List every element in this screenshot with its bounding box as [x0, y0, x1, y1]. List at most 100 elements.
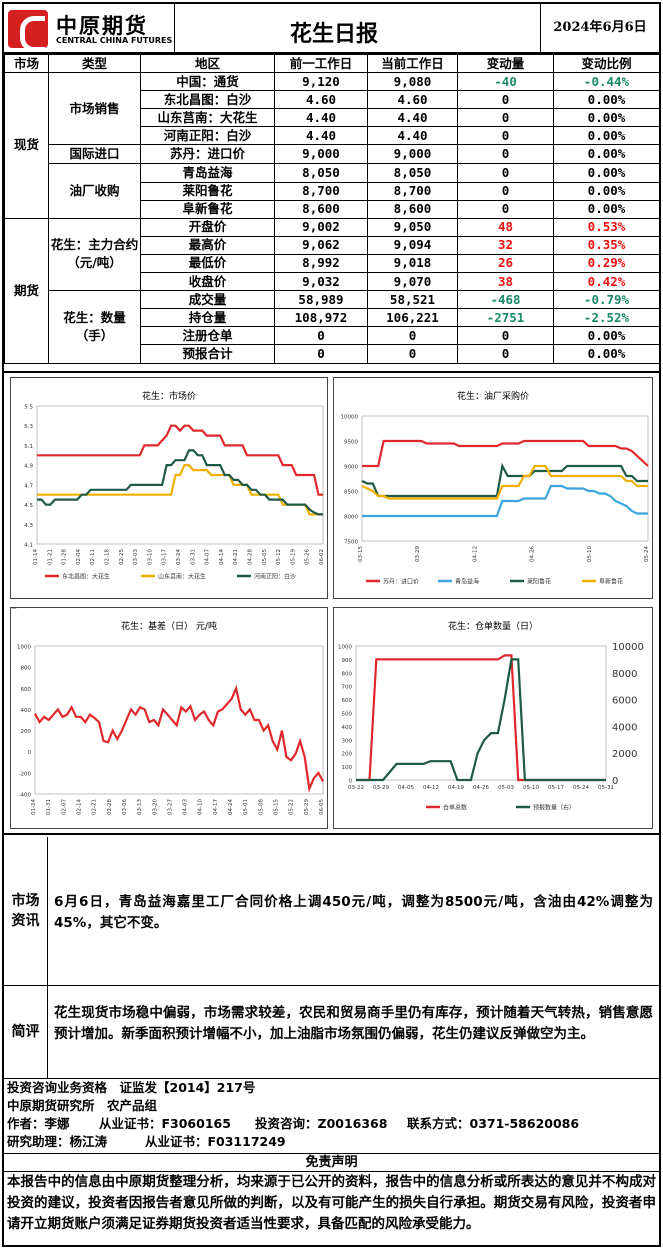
x-tick-label: 02-11	[90, 549, 96, 565]
x-tick-label: 04-14	[219, 549, 225, 565]
chart-title: 花生：油厂采购价	[456, 392, 529, 402]
y-tick-label: 5.3	[24, 424, 33, 430]
x-tick-label: 02-14	[76, 799, 82, 815]
x-tick-label: 04-12	[423, 785, 439, 791]
x-tick-label: 05-01	[243, 799, 249, 815]
y-tick-label: 7500	[344, 540, 358, 546]
cell-pct: 0.00%	[553, 144, 660, 165]
x-tick-label: 06-05	[319, 799, 325, 815]
y2-tick-label: 8000	[612, 669, 637, 680]
cell-prev: 58,989	[274, 290, 368, 310]
y-tick-label: 4.7	[24, 483, 33, 489]
x-tick-label: 05-24	[573, 785, 589, 791]
market-info-label: 市场资讯	[4, 837, 48, 985]
report-title: 花生日报	[289, 22, 378, 47]
company-logo: 中原期货 CENTRAL CHINA FUTURES	[8, 8, 178, 52]
cell-curr: 0	[367, 326, 458, 346]
cell-pct: 0.42%	[553, 272, 660, 292]
cell-pct: -2.52%	[553, 308, 660, 328]
legend-label: 莱阳鲁花	[527, 578, 551, 586]
cell-curr: 8,600	[367, 199, 458, 219]
x-tick-label: 04-10	[198, 799, 204, 815]
cell-chg: 0	[457, 344, 554, 364]
y-tick-label: 4.1	[24, 543, 33, 549]
x-tick-label: 04-24	[228, 799, 234, 815]
plot-area	[361, 415, 649, 542]
x-tick-label: 03-03	[133, 549, 139, 565]
x-tick-label: 05-17	[548, 785, 564, 791]
y-tick-label: 4.5	[24, 503, 33, 509]
cell-prev: 9,062	[274, 235, 368, 255]
cell-region: 最高价	[140, 235, 275, 255]
qualification: 投资咨询业务资格 证监发【2014】217号	[7, 1080, 256, 1095]
x-tick-label: 04-07	[205, 549, 211, 565]
x-tick-label: 01-28	[62, 549, 68, 565]
plot-area	[34, 645, 324, 795]
disclaimer-text: 本报告中的信息由中原期货整理分析，均来源于已公开的资料，报告中的信息分析或所表达…	[7, 1174, 656, 1232]
cell-prev: 9,032	[274, 272, 368, 292]
cell-chg: -468	[457, 290, 554, 310]
chart-warehouse: 花生：仓单数量（日） 1000 900 800 700 600 500 400 300 200 1…	[333, 607, 653, 829]
legend-label: 基差	[11, 608, 23, 610]
table-row: 最低价 8,992 9,018 26 0.29%	[5, 253, 660, 274]
cell-curr: 8,700	[367, 181, 458, 201]
cell-pct: 0.00%	[553, 199, 660, 219]
cell-chg: 0	[457, 90, 554, 110]
y-tick-label: 9500	[344, 440, 358, 446]
y-tick-label: 200	[342, 752, 353, 758]
cell-chg: 0	[457, 199, 554, 219]
x-tick-label: 05-10	[587, 546, 593, 562]
x-tick-label: 02-28	[107, 799, 113, 815]
x-tick-label: 06-02	[319, 549, 325, 565]
y2-tick-label: 6000	[612, 696, 637, 707]
table-row: 预报合计 0 0 0 0.00%	[5, 344, 660, 364]
assistant: 研究助理：杨江涛	[7, 1134, 108, 1149]
type-cell: 国际进口	[48, 144, 141, 165]
institute: 中原期货研究所 农产品组	[7, 1098, 158, 1113]
x-tick-label: 04-12	[472, 546, 478, 562]
y-tick-label: -200	[19, 771, 32, 777]
x-tick-label: 03-17	[162, 549, 168, 565]
legend-label: 苏丹：进口价	[383, 578, 419, 586]
series-line	[37, 463, 323, 516]
plot-area	[355, 645, 607, 781]
x-tick-label: 02-18	[105, 549, 111, 565]
cell-prev: 0	[274, 344, 368, 364]
cell-curr: 58,521	[367, 290, 458, 310]
report-header: 中原期货 CENTRAL CHINA FUTURES 花生日报 2024年6月6…	[4, 4, 659, 54]
cell-pct: -0.79%	[553, 290, 660, 310]
x-tick-label: 03-06	[122, 799, 128, 815]
cell-chg: 48	[457, 217, 554, 237]
series-line	[362, 439, 649, 468]
table-row: 莱阳鲁花 8,700 8,700 0 0.00%	[5, 181, 660, 201]
x-tick-label: 05-24	[644, 546, 650, 562]
col-header: 前一工作日	[274, 53, 368, 74]
cell-prev: 8,700	[274, 181, 368, 201]
x-tick-label: 04-21	[233, 549, 239, 565]
x-tick-label: 04-28	[248, 549, 254, 565]
y-tick-label: 9000	[344, 465, 358, 471]
x-tick-label: 03-31	[190, 549, 196, 565]
x-tick-label: 03-29	[415, 546, 421, 562]
cell-chg: 32	[457, 235, 554, 255]
cell-prev: 9,002	[274, 217, 368, 237]
cell-region: 山东莒南：大花生	[140, 108, 275, 128]
y-tick-label: -400	[19, 793, 32, 799]
cell-region: 阜新鲁花	[140, 199, 275, 219]
table-row: 持仓量 108,972 106,221 -2751 -2.52%	[5, 308, 660, 328]
cell-prev: 9,120	[274, 72, 368, 92]
logo-mark-icon	[8, 10, 48, 52]
col-header: 当前工作日	[367, 53, 458, 74]
cell-prev: 8,600	[274, 199, 368, 219]
cell-chg: -40	[457, 72, 554, 92]
cell-region: 预报合计	[140, 344, 275, 364]
col-header: 市场	[4, 53, 49, 74]
series-line	[37, 449, 323, 516]
x-tick-label: 05-19	[290, 549, 296, 565]
y-tick-label: 1000	[17, 645, 31, 651]
table-row: 河南正阳：白沙 4.40 4.40 0 0.00%	[5, 126, 660, 146]
y-tick-label: 0	[28, 750, 32, 756]
table-row: 现货 市场销售 中国：通货 9,120 9,080 -40 -0.44%	[4, 72, 660, 219]
